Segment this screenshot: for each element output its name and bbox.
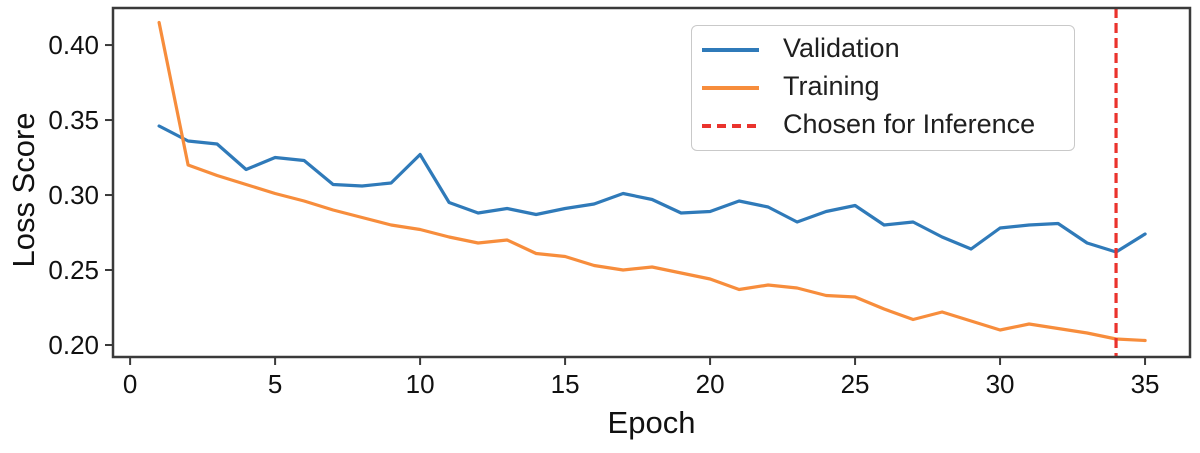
legend-label-validation: Validation [783,33,900,63]
y-tick-label: 0.25 [48,255,99,285]
y-tick-label: 0.30 [48,180,99,210]
legend-item-validation: Validation [702,31,1060,69]
legend: Validation Training Chosen for Inference [691,25,1075,151]
validation-line [157,124,1147,254]
x-tick-label: 15 [551,369,580,399]
plot-border [111,6,1192,359]
x-tick-label: 25 [841,369,870,399]
x-tick-label: 5 [268,369,282,399]
x-tick-label: 30 [986,369,1015,399]
validation-line-sample-icon [702,48,759,52]
x-tick-label: 0 [123,369,137,399]
x-tick-label: 20 [696,369,725,399]
training-line [157,20,1147,343]
legend-label-chosen-for-inference: Chosen for Inference [783,109,1036,139]
legend-label-training: Training [783,71,880,101]
y-axis-label: Loss Score [6,112,41,268]
legend-item-training: Training [702,69,1060,107]
x-tick-label: 10 [406,369,435,399]
training-line-sample-icon [702,86,759,90]
legend-item-chosen-for-inference: Chosen for Inference [702,107,1060,145]
chosen-for-inference-dashed-sample-icon [702,124,759,128]
y-tick-label: 0.35 [48,105,99,135]
y-tick-label: 0.20 [48,330,99,360]
x-axis-label: Epoch [607,405,696,440]
x-tick-label: 35 [1131,369,1160,399]
y-tick-label: 0.40 [48,30,99,60]
